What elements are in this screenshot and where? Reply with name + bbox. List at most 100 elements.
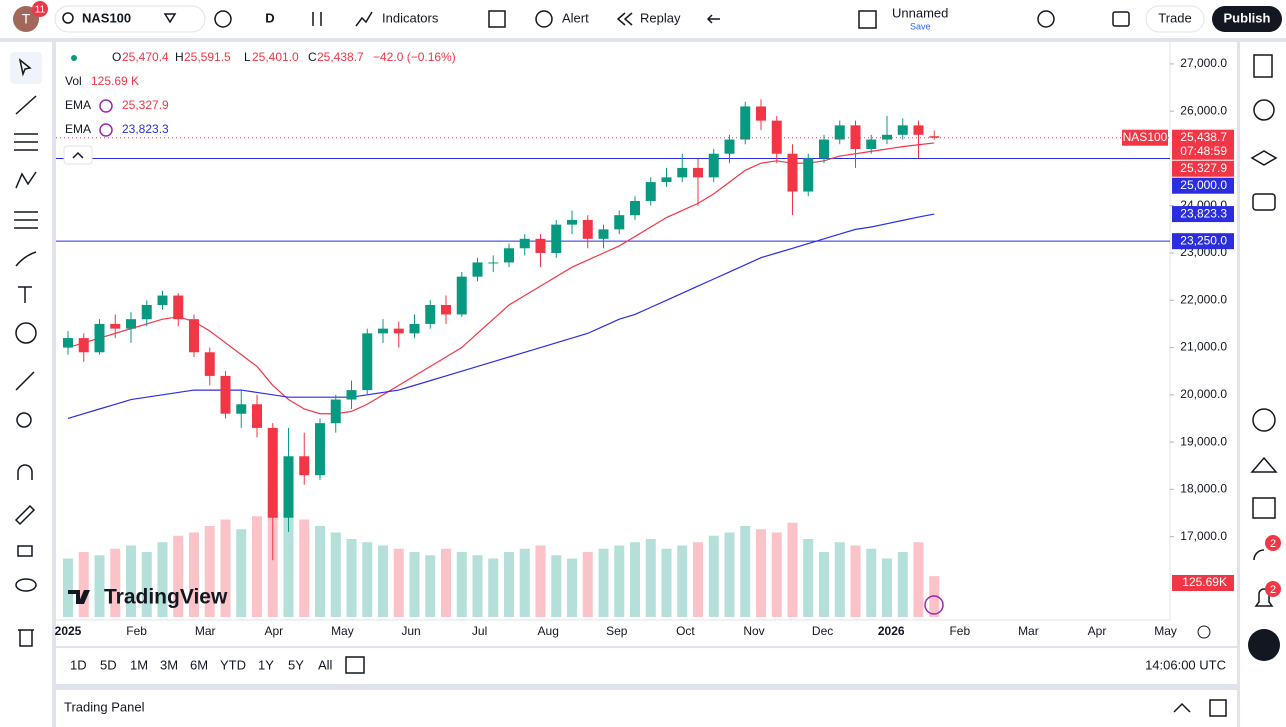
candle-body	[819, 139, 829, 159]
undo[interactable]	[706, 14, 720, 24]
indicators-button[interactable]: Indicators	[382, 10, 439, 25]
volume-bar	[567, 558, 577, 617]
x-tick-label: Jul	[472, 624, 487, 638]
add-symbol[interactable]	[214, 10, 232, 28]
candle-body	[330, 399, 341, 424]
ema2-icon[interactable]	[99, 123, 113, 137]
compare-icon[interactable]	[163, 13, 177, 24]
apps-button[interactable]	[1248, 629, 1280, 661]
range-button[interactable]: 1M	[130, 657, 148, 672]
range-button[interactable]: All	[318, 657, 333, 672]
legend-ema2-label: EMA	[65, 122, 91, 136]
settings-icon[interactable]	[1037, 10, 1055, 28]
range-button[interactable]: 5D	[100, 657, 117, 672]
volume-bar	[220, 519, 231, 617]
range-button[interactable]: 1Y	[258, 657, 274, 672]
candle-body	[519, 238, 530, 249]
volume-bar	[850, 545, 861, 617]
candle-body	[598, 229, 609, 239]
price-badge	[1172, 206, 1234, 223]
volume-bar	[724, 532, 735, 617]
collapse-icon	[72, 151, 84, 159]
volume-bar	[708, 535, 719, 617]
volume-bar	[819, 552, 829, 617]
volume-bar	[803, 539, 814, 617]
x-tick-label: Mar	[1018, 624, 1039, 638]
trade-button[interactable]	[1145, 5, 1205, 33]
countdown: 07:48:59	[1180, 144, 1227, 158]
volume-bar	[252, 516, 262, 617]
date-range-icon[interactable]	[345, 656, 365, 674]
price-badge-label: 25,000.0	[1180, 178, 1227, 192]
maximize-panel[interactable]	[1209, 699, 1227, 717]
candle-body	[110, 323, 121, 329]
ema-line	[67, 213, 935, 420]
x-tick-label: Oct	[676, 624, 695, 638]
volume-bar	[236, 529, 247, 617]
candle-body	[94, 323, 105, 353]
layout-name[interactable]: Unnamed	[892, 5, 948, 20]
candle-body	[535, 238, 546, 253]
legend-high-label: H	[175, 50, 184, 64]
drawing-toolbar	[0, 42, 52, 727]
price-badge-label: 25,327.9	[1180, 161, 1227, 175]
candle-body	[267, 427, 278, 518]
volume-bar	[189, 532, 199, 617]
volume-bar	[519, 548, 530, 617]
snapshot-icon[interactable]	[1112, 11, 1130, 27]
range-button[interactable]: 5Y	[288, 657, 304, 672]
range-button[interactable]: YTD	[220, 657, 246, 672]
candle-body	[567, 219, 577, 225]
layout-checkbox[interactable]	[858, 10, 877, 29]
x-tick-label: May	[1154, 624, 1177, 638]
event-icon[interactable]	[924, 595, 944, 615]
drawing-tools	[10, 52, 42, 647]
trade-label: Trade	[1158, 10, 1191, 25]
candle-body	[141, 305, 152, 320]
volume-bar	[425, 555, 436, 617]
candle-body	[236, 404, 247, 414]
volume-bar	[315, 526, 325, 617]
candle-body	[456, 276, 467, 315]
x-tick-label: Nov	[743, 624, 764, 638]
expand-panel[interactable]	[1173, 702, 1191, 713]
range-button[interactable]: 6M	[190, 657, 208, 672]
notification-dot	[32, 1, 48, 17]
sidebar-icons	[1250, 54, 1278, 607]
candle-body	[866, 139, 877, 149]
candle-body	[126, 319, 136, 329]
candle-body	[787, 153, 798, 192]
volume-bar	[409, 552, 420, 617]
collapse-legend[interactable]	[63, 145, 93, 165]
range-button[interactable]: 3M	[160, 657, 178, 672]
volume-bar	[441, 548, 451, 617]
layout-save[interactable]: Save	[910, 21, 931, 31]
range-buttons: 1D 5D 1M 3M 6M YTD 1Y 5Y All	[70, 657, 333, 672]
chart-type-icon[interactable]	[312, 12, 322, 26]
legend-open: 25,470.4	[122, 50, 169, 64]
watermark: TradingView	[104, 586, 228, 609]
range-button[interactable]: 1D	[70, 657, 87, 672]
alert-button[interactable]: Alert	[562, 10, 589, 25]
templates-icon[interactable]	[488, 10, 506, 28]
candle-body	[204, 352, 215, 376]
symbol-search[interactable]	[54, 5, 206, 33]
volume-bar	[897, 552, 908, 617]
legend-vol-label: Vol	[65, 74, 82, 88]
y-tick-label: 21,000.0	[1180, 340, 1227, 354]
x-tick-label: Sep	[606, 624, 628, 638]
replay-button[interactable]: Replay	[640, 10, 681, 25]
volume-badge	[1172, 575, 1234, 591]
ema1-icon[interactable]	[99, 99, 113, 113]
avatar[interactable]	[13, 6, 39, 32]
price-badge	[1172, 233, 1234, 250]
candle-body	[504, 248, 514, 263]
x-tick-label: Dec	[812, 624, 833, 638]
price-badge	[1172, 177, 1234, 194]
candle-body	[488, 262, 499, 264]
trading-panel-label[interactable]: Trading Panel	[64, 699, 145, 714]
interval[interactable]: D	[265, 10, 274, 25]
y-tick-label: 26,000.0	[1180, 103, 1227, 117]
volume-bar	[661, 548, 672, 617]
publish-button[interactable]	[1212, 6, 1282, 32]
